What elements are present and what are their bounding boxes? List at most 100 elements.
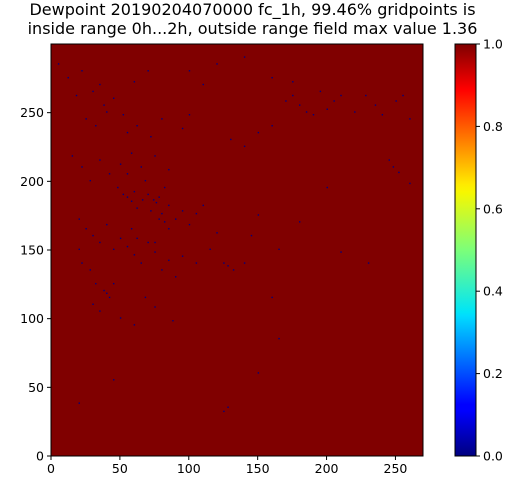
heatmap-outlier-cell [103, 289, 105, 292]
heatmap-outlier-cell [95, 125, 97, 127]
heatmap-outlier-cell [243, 56, 246, 58]
x-tick-label: 200 [315, 461, 339, 476]
heatmap-outlier-cell [113, 379, 115, 381]
heatmap-outlier-cell [92, 90, 94, 93]
heatmap-outlier-cell [126, 173, 129, 175]
heatmap-outlier-cell [133, 81, 136, 83]
y-tick-label: 250 [20, 105, 44, 120]
heatmap-outlier-cell [136, 207, 138, 209]
heatmap-outlier-cell [99, 241, 101, 244]
heatmap-outlier-cell [188, 70, 191, 72]
colorbar-tick-label: 0.0 [483, 449, 503, 464]
heatmap-outlier-cell [133, 254, 136, 256]
heatmap-outlier-cell [381, 114, 384, 116]
heatmap-outlier-cell [119, 317, 122, 319]
heatmap-outlier-cell [340, 251, 342, 253]
heatmap-outlier-cell [106, 223, 108, 226]
heatmap-outlier-cell [271, 76, 273, 79]
heatmap-outlier-cell [395, 100, 397, 102]
heatmap-outlier-cell [216, 232, 218, 234]
heatmap-outlier-cell [365, 94, 367, 97]
heatmap-outlier-cell [319, 90, 322, 93]
heatmap-outlier-cell [278, 248, 280, 251]
heatmap-outlier-cell [147, 241, 149, 244]
heatmap-outlier-cell [103, 104, 105, 106]
heatmap-outlier-cell [250, 234, 253, 237]
colorbar: 0.0 0.2 0.4 0.6 0.8 1.0 [454, 37, 503, 464]
heatmap-outlier-cell [374, 104, 377, 106]
heatmap-outlier-cell [155, 201, 158, 204]
heatmap-outlier-cell [81, 70, 83, 72]
heatmap-outlier-cell [161, 269, 163, 271]
y-tick-label: 100 [20, 311, 44, 326]
heatmap-outlier-cell [326, 186, 328, 189]
y-tick-label: 200 [20, 174, 44, 189]
heatmap-outlier-cell [409, 182, 411, 185]
heatmap-outlier-cell [89, 269, 91, 271]
heatmap-outlier-cell [223, 410, 225, 413]
heatmap-outlier-cell [202, 83, 204, 86]
heatmap-outlier-cell [141, 199, 144, 201]
heatmap-outlier-cell [126, 196, 129, 198]
heatmap-outlier-cell [126, 245, 129, 248]
heatmap-outlier-cell [57, 63, 60, 65]
heatmap-outlier-cell [163, 186, 166, 189]
colorbar-gradient [455, 44, 476, 456]
colorbar-tick-label: 1.0 [483, 37, 503, 52]
heatmap-outlier-cell [113, 97, 115, 99]
heatmap-outlier-cell [95, 282, 97, 285]
heatmap-outlier-cell [181, 210, 184, 212]
heatmap-outlier-cell [150, 136, 152, 138]
heatmap-outlier-cell [243, 262, 246, 264]
heatmap-outlier-cell [117, 186, 119, 189]
heatmap-outlier-cell [119, 237, 122, 240]
heatmap-outlier-cell [78, 218, 80, 220]
x-tick-label: 50 [112, 461, 128, 476]
heatmap-plot: 0 50 100 150 200 250 0 50 100 150 200 250 [20, 43, 424, 476]
heatmap-outlier-cell [154, 241, 156, 244]
heatmap-outlier-cell [188, 223, 191, 226]
heatmap-outlier-cell [122, 193, 125, 196]
x-tick-label: 250 [384, 461, 408, 476]
heatmap-outlier-cell [99, 83, 101, 86]
heatmap-outlier-cell [340, 94, 342, 97]
heatmap-outlier-cell [227, 265, 229, 267]
heatmap-outlier-cell [78, 402, 80, 404]
heatmap-outlier-cell [223, 262, 225, 264]
heatmap-outlier-cell [388, 159, 390, 161]
heatmap-outlier-cell [195, 212, 198, 215]
colorbar-tick-label: 0.4 [483, 284, 503, 299]
x-tick-label: 100 [177, 461, 201, 476]
heatmap-outlier-cell [172, 320, 174, 322]
x-tick-label: 150 [246, 461, 270, 476]
y-tick-label: 150 [20, 243, 44, 258]
heatmap-outlier-cell [202, 204, 204, 207]
heatmap-outlier-cell [71, 155, 74, 157]
heatmap-outlier-cell [195, 262, 198, 264]
heatmap-outlier-cell [108, 173, 111, 175]
heatmap-outlier-cell [99, 159, 101, 161]
heatmap-outlier-cell [168, 168, 170, 171]
y-tick-label: 0 [36, 449, 44, 464]
x-tick-label: 0 [47, 461, 55, 476]
heatmap-outlier-cell [126, 131, 129, 134]
heatmap-outlier-cell [333, 100, 335, 102]
heatmap-outlier-cell [271, 125, 273, 127]
heatmap-outlier-cell [232, 269, 235, 271]
heatmap-outlier-cell [216, 63, 218, 65]
chart-title: Dewpoint 20190204070000 fc_1h, 99.46% gr… [0, 0, 505, 38]
heatmap-outlier-cell [140, 166, 142, 168]
heatmap-outlier-cell [354, 111, 356, 113]
heatmap-outlier-cell [326, 108, 328, 110]
heatmap-outlier-cell [398, 171, 400, 174]
heatmap-outlier-cell [257, 214, 260, 216]
heatmap-outlier-cell [257, 131, 260, 134]
heatmap-outlier-cell [175, 276, 177, 278]
heatmap-outlier-cell [136, 125, 138, 127]
heatmap-outlier-cell [158, 196, 160, 198]
heatmap-outlier-cell [292, 94, 294, 97]
heatmap-outlier-cell [106, 292, 108, 294]
heatmap-outlier-cell [78, 248, 80, 251]
heatmap-outlier-cell [108, 296, 111, 299]
